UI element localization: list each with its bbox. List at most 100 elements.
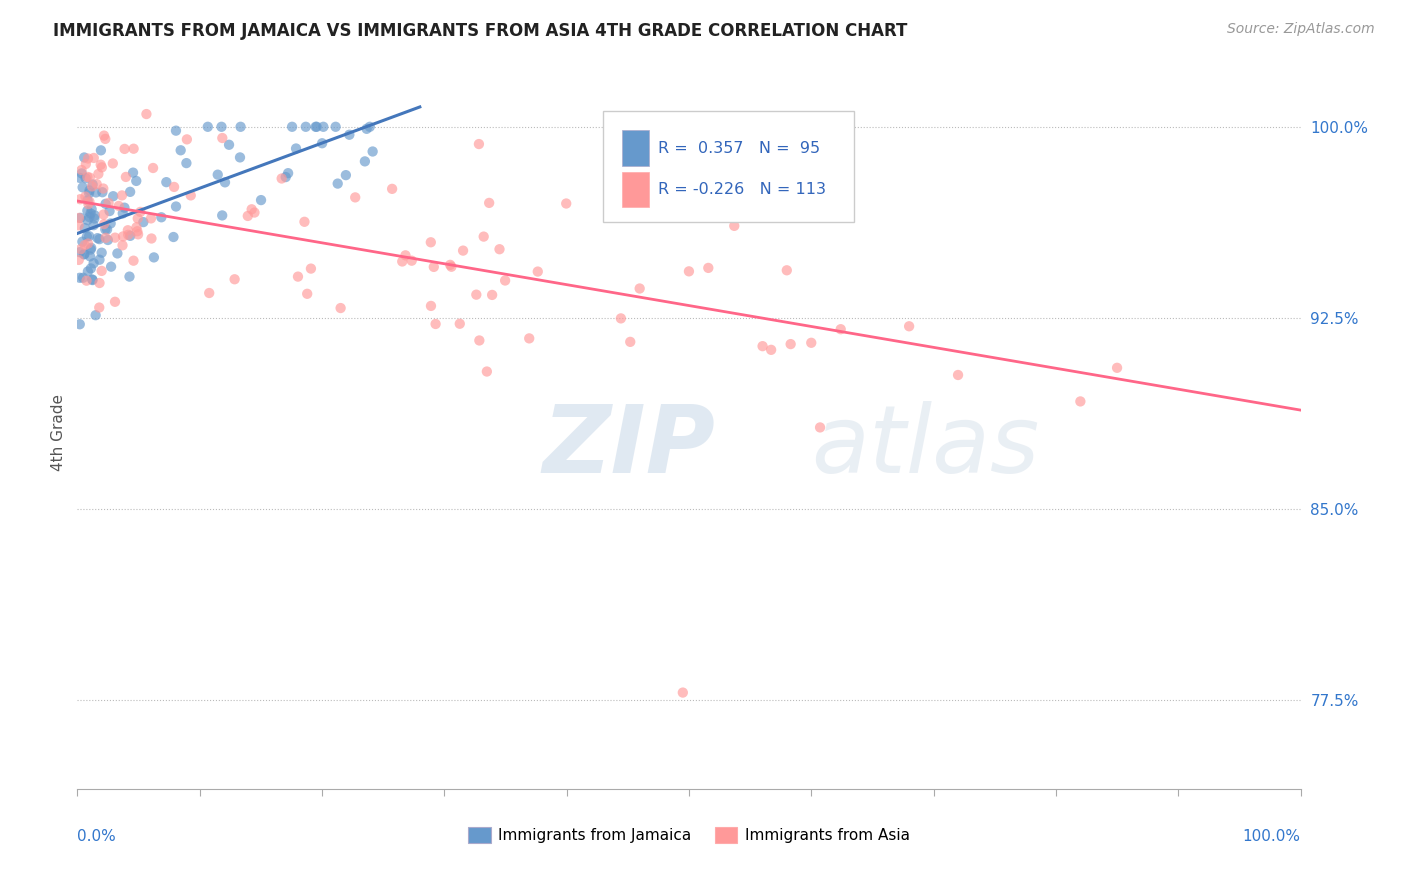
- Point: [759, 343, 782, 357]
- Point: [79, 210, 101, 224]
- Point: [830, 322, 852, 336]
- Point: [449, 317, 471, 331]
- Point: [381, 182, 404, 196]
- Point: [93, 128, 115, 143]
- Point: [70, 163, 93, 178]
- Point: [89, 252, 111, 267]
- Point: [946, 368, 969, 382]
- Point: [281, 120, 304, 134]
- Point: [207, 168, 229, 182]
- Point: [139, 211, 162, 226]
- Point: [165, 123, 187, 137]
- Point: [800, 335, 823, 350]
- Point: [72, 270, 94, 285]
- Point: [165, 200, 187, 214]
- Point: [79, 206, 101, 220]
- Point: [236, 209, 259, 223]
- Point: [132, 215, 155, 229]
- Point: [83, 218, 105, 232]
- Point: [104, 294, 127, 309]
- Point: [277, 166, 299, 180]
- Point: [83, 211, 105, 226]
- Point: [751, 339, 773, 353]
- Point: [478, 195, 501, 210]
- Point: [90, 264, 112, 278]
- Point: [105, 246, 128, 260]
- Point: [274, 170, 297, 185]
- Point: [67, 211, 90, 225]
- Point: [344, 190, 367, 204]
- Point: [107, 199, 129, 213]
- Point: [86, 231, 108, 245]
- Text: 0.0%: 0.0%: [77, 829, 117, 844]
- Point: [90, 144, 112, 158]
- Point: [114, 201, 136, 215]
- Point: [73, 247, 96, 261]
- Point: [423, 260, 446, 274]
- Point: [425, 317, 447, 331]
- Point: [229, 150, 252, 164]
- Point: [305, 120, 328, 134]
- Point: [91, 186, 114, 200]
- Point: [117, 227, 139, 242]
- Point: [723, 219, 745, 233]
- Point: [218, 137, 240, 152]
- Point: [229, 120, 252, 134]
- Point: [80, 241, 103, 255]
- Point: [337, 128, 360, 142]
- Point: [86, 177, 108, 191]
- Point: [312, 120, 335, 134]
- Point: [83, 209, 105, 223]
- Point: [526, 264, 548, 278]
- Point: [170, 143, 193, 157]
- Point: [75, 189, 97, 203]
- Point: [79, 170, 101, 185]
- Point: [115, 169, 138, 184]
- Text: IMMIGRANTS FROM JAMAICA VS IMMIGRANTS FROM ASIA 4TH GRADE CORRELATION CHART: IMMIGRANTS FROM JAMAICA VS IMMIGRANTS FR…: [53, 22, 908, 40]
- Point: [77, 236, 100, 251]
- Point: [80, 179, 103, 194]
- Point: [69, 318, 91, 332]
- Point: [419, 235, 441, 250]
- Point: [305, 120, 328, 134]
- Point: [555, 196, 578, 211]
- Point: [67, 252, 90, 267]
- Point: [325, 120, 347, 134]
- Point: [94, 196, 117, 211]
- Point: [75, 171, 97, 186]
- Point: [77, 186, 100, 201]
- Point: [70, 166, 93, 180]
- Text: ZIP: ZIP: [543, 401, 716, 493]
- Point: [440, 260, 463, 274]
- Point: [142, 161, 165, 175]
- Point: [678, 264, 700, 278]
- Point: [142, 251, 165, 265]
- Point: [295, 286, 318, 301]
- Point: [98, 204, 121, 219]
- Point: [67, 219, 90, 233]
- Bar: [621, 172, 648, 208]
- Point: [120, 185, 142, 199]
- Point: [111, 238, 134, 252]
- Point: [77, 197, 100, 211]
- Point: [619, 334, 641, 349]
- Point: [90, 158, 112, 172]
- Point: [94, 222, 117, 236]
- Point: [73, 238, 96, 252]
- Point: [89, 276, 111, 290]
- Point: [77, 264, 100, 278]
- FancyBboxPatch shape: [603, 112, 853, 222]
- Point: [401, 253, 423, 268]
- Point: [135, 107, 157, 121]
- Point: [176, 132, 198, 146]
- Point: [96, 222, 118, 236]
- Point: [69, 245, 91, 260]
- Point: [97, 233, 120, 247]
- Text: Source: ZipAtlas.com: Source: ZipAtlas.com: [1227, 22, 1375, 37]
- Point: [610, 311, 633, 326]
- Point: [243, 205, 266, 219]
- Point: [481, 288, 503, 302]
- Point: [394, 248, 416, 262]
- Point: [361, 145, 384, 159]
- Point: [354, 154, 377, 169]
